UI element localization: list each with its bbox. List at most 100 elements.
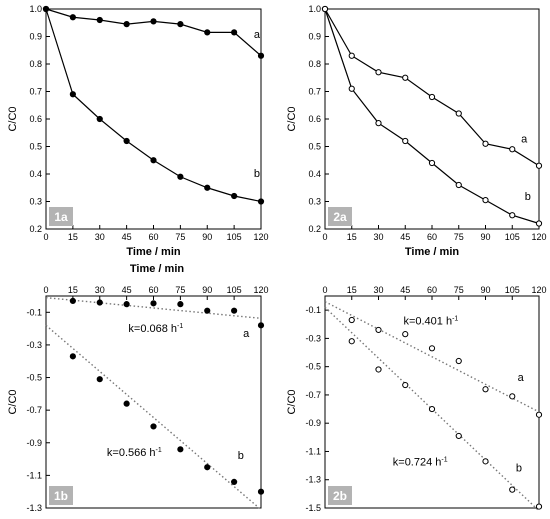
data-point-b <box>177 173 184 180</box>
rate-constant-label: k=0.724 h-1 <box>393 457 448 469</box>
x-axis-label: Time / min <box>405 246 459 258</box>
y-tick-label: -0.5 <box>305 362 321 372</box>
y-tick-label: 0.7 <box>308 87 321 97</box>
data-point-b <box>509 486 516 493</box>
x-tick-label: 105 <box>505 285 520 295</box>
data-point-b <box>321 5 329 13</box>
x-tick-label: 30 <box>95 285 105 295</box>
data-point-a <box>177 301 184 308</box>
y-tick-label: -0.1 <box>26 307 42 317</box>
x-tick-label: 120 <box>531 232 546 242</box>
x-tick-label: 120 <box>253 285 268 295</box>
panel-tag-label: 2b <box>333 489 347 503</box>
x-tick-label: 15 <box>347 285 357 295</box>
y-tick-label: 1.0 <box>308 4 321 14</box>
x-tick-label: 45 <box>400 285 410 295</box>
shared-time-axis-label: Time / min <box>130 263 184 275</box>
data-point-a <box>177 21 184 28</box>
annotation-superscript: -1 <box>441 457 447 464</box>
plot-frame <box>324 8 540 230</box>
plot-frame <box>324 295 540 509</box>
y-tick-label: -0.9 <box>26 438 42 448</box>
data-point-a <box>509 393 516 400</box>
plot-frame <box>45 8 262 230</box>
y-tick-label: -0.3 <box>305 333 321 343</box>
data-point-a <box>455 357 462 365</box>
x-tick-label: 75 <box>175 285 185 295</box>
data-point-a <box>509 146 516 153</box>
y-tick-label: -0.3 <box>26 340 42 350</box>
x-tick-label: 120 <box>531 285 546 295</box>
data-point-a <box>69 297 76 304</box>
x-tick-label: 90 <box>480 285 490 295</box>
annotation-text: a <box>243 328 250 340</box>
annotation-text: b <box>254 168 260 180</box>
x-tick-label: 0 <box>43 232 48 242</box>
annotation-text: b <box>525 191 531 203</box>
x-tick-label: 30 <box>373 232 383 242</box>
panel-tag-box <box>49 207 73 226</box>
y-tick-label: 0.9 <box>308 32 321 42</box>
data-point-a <box>375 69 382 76</box>
data-point-b <box>348 338 355 345</box>
data-point-a <box>204 307 211 314</box>
y-tick-label: -0.7 <box>305 390 321 400</box>
series-label: b <box>238 450 244 462</box>
data-point-b <box>482 458 489 465</box>
annotation-text: k=0.566 h <box>107 447 156 459</box>
annotation-text: b <box>516 462 522 474</box>
data-point-b <box>535 220 543 227</box>
data-point-a <box>348 52 355 59</box>
x-tick-label: 0 <box>43 285 48 295</box>
data-point-b <box>455 181 462 189</box>
x-tick-label: 60 <box>148 232 158 242</box>
annotation-text: k=0.068 h <box>128 323 177 335</box>
y-tick-label: 0.9 <box>29 32 42 42</box>
fit-line-a <box>324 301 540 413</box>
series-line-b <box>324 8 540 225</box>
data-point-b <box>96 376 103 383</box>
data-point-a <box>231 307 238 314</box>
data-point-a <box>231 29 238 36</box>
series-label: a <box>254 29 261 41</box>
fit-line-b <box>45 324 262 511</box>
data-point-b <box>177 446 184 453</box>
panel-tag-label: 1a <box>54 210 68 224</box>
x-tick-label: 0 <box>322 285 327 295</box>
x-tick-label: 60 <box>427 232 437 242</box>
y-axis-label: C/C0 <box>286 106 298 131</box>
data-point-a <box>348 316 355 324</box>
data-point-a <box>123 21 130 28</box>
data-point-a <box>123 301 130 308</box>
y-tick-label: 0.8 <box>308 59 321 69</box>
data-point-b <box>402 381 409 389</box>
series-label: a <box>243 328 250 340</box>
data-point-a <box>150 18 157 25</box>
y-tick-label: 0.5 <box>29 142 42 152</box>
data-point-b <box>96 115 103 123</box>
data-point-b <box>428 405 436 413</box>
data-point-b <box>150 423 157 430</box>
data-point-b <box>348 85 355 92</box>
chart-panel-2a: 0 15 30 45 60 75 90 105 120 0.2 0.3 0.4 0.5 0.6 0.7 0.8… <box>286 4 547 258</box>
data-point-a <box>482 386 489 393</box>
series-label: b <box>525 191 531 203</box>
annotation-text: k=0.724 h <box>393 457 442 469</box>
panel-tag-box <box>49 486 73 505</box>
data-point-a <box>257 52 265 59</box>
x-tick-label: 60 <box>148 285 158 295</box>
data-point-a <box>69 14 76 21</box>
data-point-b <box>69 91 76 98</box>
series-line-a <box>324 8 540 167</box>
chart-panel-1b: 0 15 30 45 60 75 90 105 120 -0.1 -0.3 -0.5 -0.7 -0.9 -… <box>7 285 269 513</box>
y-tick-label: 0.4 <box>308 169 321 179</box>
data-point-a <box>428 345 436 352</box>
x-tick-label: 30 <box>95 232 105 242</box>
y-tick-label: -1.1 <box>26 470 42 480</box>
data-point-a <box>375 326 382 334</box>
data-point-b <box>535 503 543 510</box>
annotation-text: a <box>518 372 525 384</box>
series-label: a <box>521 133 528 145</box>
y-tick-label: -0.9 <box>305 418 321 428</box>
